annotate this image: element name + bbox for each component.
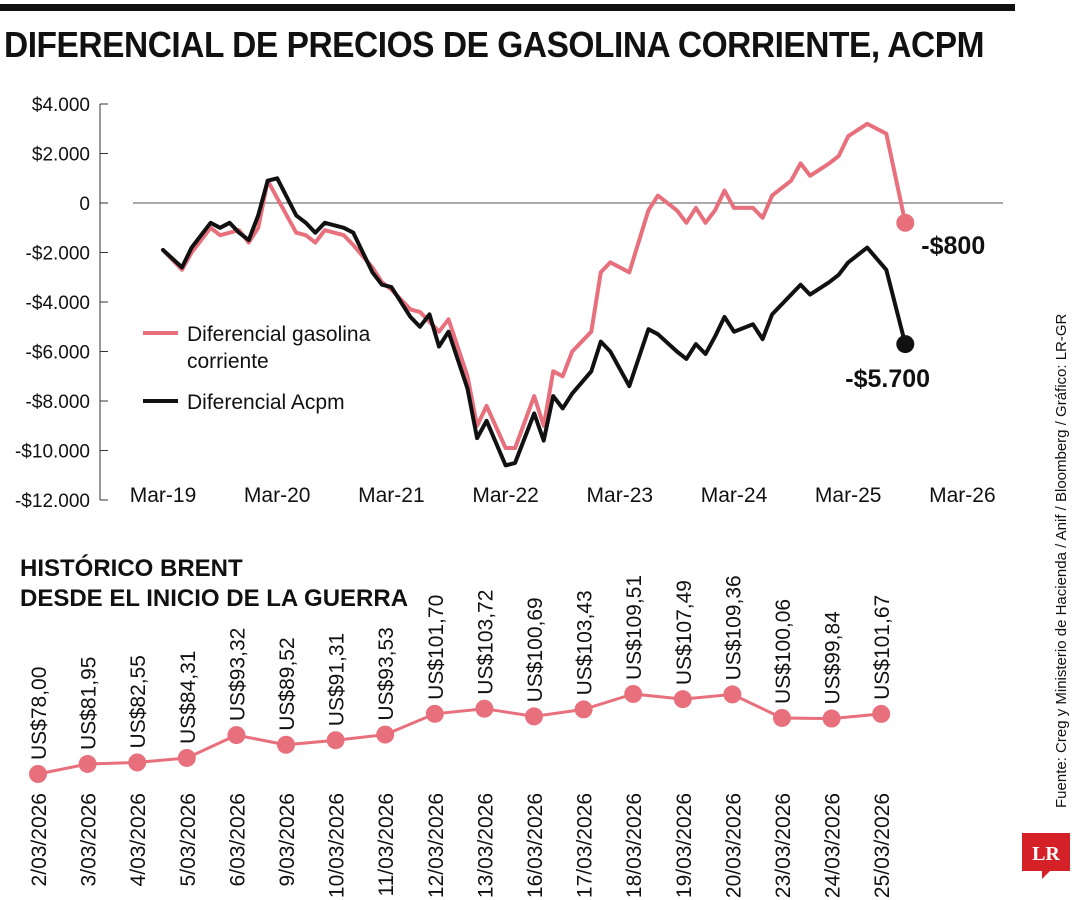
brent-date-label: 6/03/2026 xyxy=(226,793,249,886)
brent-point xyxy=(574,700,593,719)
brent-value-label: US$109,51 xyxy=(623,575,646,680)
brent-value-label: US$99,84 xyxy=(822,611,845,705)
brent-point xyxy=(525,707,543,726)
brent-point xyxy=(773,708,791,727)
brent-value-label: US$89,52 xyxy=(276,637,299,730)
brent-date-label: 18/03/2026 xyxy=(623,793,646,898)
end-value-label: -$800 xyxy=(921,232,985,260)
legend-label-acpm: Diferencial Acpm xyxy=(187,391,345,414)
brent-title-line: DESDE EL INICIO DE LA GUERRA xyxy=(20,585,408,612)
brent-value-label: US$103,43 xyxy=(574,590,597,695)
top-rule xyxy=(0,4,1015,11)
brent-value-label: US$101,67 xyxy=(871,595,894,700)
brent-value-label: US$82,55 xyxy=(127,655,150,748)
series-line-gasolina xyxy=(161,121,908,450)
brent-point xyxy=(872,704,891,723)
brent-value-label: US$101,70 xyxy=(425,595,448,700)
series-line-acpm xyxy=(161,176,908,468)
brent-point xyxy=(78,754,97,773)
legend-label-gasolina: Diferencial gasolina corriente xyxy=(187,323,371,373)
legend: Diferencial gasolina corrienteDiferencial… xyxy=(143,323,371,414)
chart-title: DIFERENCIAL DE PRECIOS DE GASOLINA CORRI… xyxy=(4,24,985,65)
x-tick-label: Mar-21 xyxy=(358,484,425,507)
brent-date-label: 4/03/2026 xyxy=(127,793,150,886)
brent-point xyxy=(376,725,395,744)
brent-point xyxy=(475,699,494,718)
brent-point xyxy=(822,709,841,728)
brent-date-label: 19/03/2026 xyxy=(673,793,696,898)
brent-date-label: 11/03/2026 xyxy=(375,793,398,897)
brent-date-label: 17/03/2026 xyxy=(574,793,597,898)
lr-logo-text: LR xyxy=(1032,843,1060,865)
brent-point xyxy=(29,765,47,783)
y-tick-label: $2.000 xyxy=(32,145,90,166)
brent-date-label: 13/03/2026 xyxy=(474,793,497,898)
x-tick-label: Mar-22 xyxy=(472,484,539,507)
brent-date-label: 24/03/2026 xyxy=(822,793,845,898)
y-tick-label: $4.000 xyxy=(32,95,90,116)
brent-value-label: US$78,00 xyxy=(28,667,51,760)
y-tick-label: -$2.000 xyxy=(26,244,90,265)
brent-value-label: US$93,32 xyxy=(226,628,249,721)
brent-point xyxy=(723,685,742,704)
y-tick-label: -$6.000 xyxy=(26,343,90,364)
y-tick-label: -$10.000 xyxy=(15,442,90,463)
brent-date-label: 16/03/2026 xyxy=(524,793,547,898)
series-end-point xyxy=(896,213,915,232)
brent-point xyxy=(128,753,147,772)
brent-line xyxy=(37,692,882,776)
brent-value-label: US$91,31 xyxy=(326,633,349,726)
brent-value-label: US$81,95 xyxy=(78,657,101,750)
brent-value-label: US$109,36 xyxy=(722,575,745,680)
brent-date-label: 12/03/2026 xyxy=(425,793,448,898)
brent-point xyxy=(277,735,295,754)
brent-date-label: 10/03/2026 xyxy=(326,793,349,898)
source-note: Fuente: Creg y Ministerio de Hacienda / … xyxy=(1053,313,1070,808)
brent-value-label: US$100,69 xyxy=(524,597,547,702)
y-tick-label: 0 xyxy=(79,194,90,215)
x-tick-label: Mar-24 xyxy=(701,484,768,507)
x-tick-label: Mar-23 xyxy=(587,484,654,507)
brent-date-label: 20/03/2026 xyxy=(722,793,745,898)
brent-date-label: 9/03/2026 xyxy=(276,793,299,886)
legend-label-line: Diferencial gasolina xyxy=(187,323,371,346)
lr-logo-icon: LR xyxy=(1022,833,1070,879)
brent-date-label: 2/03/2026 xyxy=(28,793,51,886)
brent-value-label: US$100,06 xyxy=(772,599,795,704)
brent-value-label: US$93,53 xyxy=(375,627,398,720)
brent-point xyxy=(177,748,196,767)
brent-point xyxy=(425,704,444,723)
y-tick-label: -$12.000 xyxy=(15,491,90,512)
x-tick-label: Mar-19 xyxy=(130,484,197,507)
brent-point xyxy=(673,690,692,709)
x-tick-label: Mar-20 xyxy=(244,484,311,507)
brent-value-label: US$84,31 xyxy=(177,651,200,744)
brent-title: HISTÓRICO BRENT DESDE EL INICIO DE LA GUE… xyxy=(20,554,408,612)
brent-point xyxy=(624,685,643,703)
brent-point xyxy=(227,726,246,745)
y-tick-label: -$4.000 xyxy=(26,293,90,314)
brent-date-label: 23/03/2026 xyxy=(772,793,795,898)
brent-point xyxy=(326,731,345,750)
brent-title-line: HISTÓRICO BRENT xyxy=(20,554,243,582)
brent-value-label: US$107,49 xyxy=(673,580,696,685)
brent-date-label: 25/03/2026 xyxy=(871,793,894,898)
brent-value-label: US$103,72 xyxy=(474,590,497,695)
end-value-label: -$5.700 xyxy=(845,365,930,393)
brent-date-label: 3/03/2026 xyxy=(78,793,101,886)
x-tick-label: Mar-26 xyxy=(929,484,996,507)
brent-date-label: 5/03/2026 xyxy=(177,793,200,886)
x-tick-label: Mar-25 xyxy=(815,484,882,507)
series-end-point xyxy=(896,335,915,354)
y-tick-label: -$8.000 xyxy=(26,392,90,413)
legend-label-line: corriente xyxy=(187,350,269,373)
